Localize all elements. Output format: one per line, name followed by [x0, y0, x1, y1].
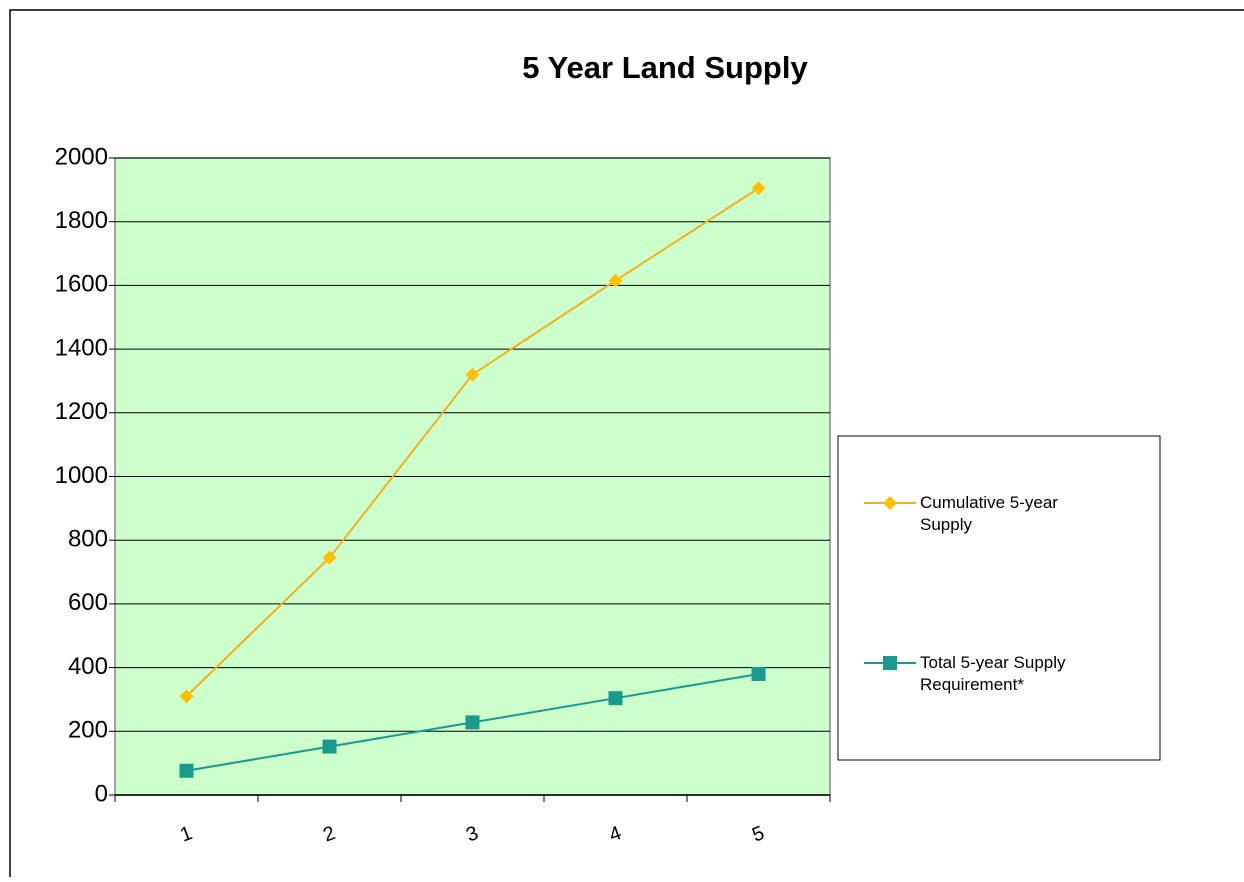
point	[179, 763, 194, 778]
y-tick-label: 1200	[55, 398, 108, 425]
legend-label: Cumulative 5-year Supply	[920, 493, 1058, 534]
legend-label: Total 5-year Supply Requirement*	[920, 653, 1066, 694]
chart-title: 5 Year Land Supply	[522, 50, 808, 85]
y-tick-label: 200	[68, 717, 108, 744]
y-tick-label: 1000	[55, 462, 108, 489]
point	[751, 181, 766, 196]
y-tick-label: 600	[68, 589, 108, 616]
y-tick-label: 1600	[55, 271, 108, 298]
y-tick-label: 2000	[55, 143, 108, 170]
legend-box	[837, 435, 1161, 761]
point	[608, 691, 623, 706]
point	[883, 496, 897, 510]
point	[465, 367, 480, 382]
y-tick-label: 400	[68, 653, 108, 680]
point	[322, 739, 337, 754]
point	[883, 656, 897, 670]
point	[322, 550, 337, 565]
point	[465, 715, 480, 730]
point	[179, 689, 194, 704]
y-tick-label: 800	[68, 526, 108, 553]
point	[608, 273, 623, 288]
y-tick-label: 0	[95, 780, 108, 807]
point	[751, 666, 766, 681]
y-tick-label: 1400	[55, 334, 108, 361]
y-tick-label: 1800	[55, 207, 108, 234]
